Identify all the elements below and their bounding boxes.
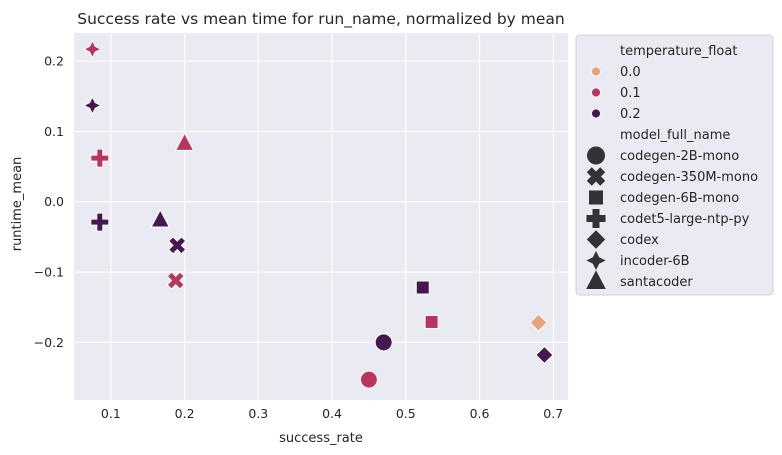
x-tick-label: 0.7 <box>543 406 563 421</box>
legend-hue-label: 0.0 <box>620 65 641 80</box>
x-axis-label: success_rate <box>279 431 363 446</box>
legend-style-label: codegen-2B-mono <box>620 149 739 164</box>
legend-style-label: incoder-6B <box>620 254 690 269</box>
plot-area <box>74 33 568 400</box>
x-tick-label: 0.3 <box>248 406 268 421</box>
y-tick-labels: 0.2 0.1 0.0 −0.1 −0.2 <box>34 54 64 350</box>
legend-style-marker <box>586 270 606 289</box>
chart-title: Success rate vs mean time for run_name, … <box>77 10 565 29</box>
data-point <box>374 333 393 352</box>
x-tick-label: 0.4 <box>322 406 342 421</box>
data-point <box>166 271 185 290</box>
legend-style-label: codegen-6B-mono <box>620 191 739 206</box>
legend-style-marker <box>589 190 603 205</box>
data-point <box>82 39 103 59</box>
legend-style-marker <box>587 146 605 165</box>
y-tick-label: 0.0 <box>44 194 64 209</box>
data-point <box>424 314 439 329</box>
legend-style-marker <box>586 250 606 271</box>
data-point <box>174 132 195 151</box>
legend-style-title: model_full_name <box>620 128 730 143</box>
data-point <box>529 313 548 332</box>
data-point <box>150 208 171 228</box>
legend-hue-marker <box>591 66 601 77</box>
x-tick-label: 0.6 <box>470 406 490 421</box>
legend-hue-marker <box>591 108 601 119</box>
legend-hue-marker <box>591 87 601 98</box>
data-point <box>90 148 110 168</box>
data-point <box>90 212 110 232</box>
data-point <box>82 95 103 116</box>
legend-style-label: codex <box>620 233 659 248</box>
data-point <box>415 280 430 295</box>
x-tick-label: 0.1 <box>101 406 121 421</box>
data-points <box>82 39 554 389</box>
legend-style-label: santacoder <box>620 275 693 290</box>
legend-style-label: codet5-large-ntp-py <box>620 212 750 227</box>
legend-style-label: codegen-350M-mono <box>620 170 758 185</box>
legend-hue-title: temperature_float <box>620 44 737 59</box>
y-tick-label: −0.2 <box>34 335 64 350</box>
y-tick-label: 0.2 <box>44 54 64 69</box>
legend-box <box>575 34 774 296</box>
legend: temperature_float 0.0 0.1 0.2 model_full_nam… <box>575 34 774 296</box>
y-axis-label: runtime_mean <box>10 157 25 252</box>
legend-style-marker <box>586 230 606 249</box>
data-point <box>359 370 378 389</box>
legend-hue-label: 0.1 <box>620 86 641 101</box>
x-tick-label: 0.2 <box>175 406 195 421</box>
legend-style-marker <box>586 167 606 186</box>
x-tick-labels: 0.1 0.2 0.3 0.4 0.5 0.6 0.7 <box>101 406 563 421</box>
legend-hue-label: 0.2 <box>620 107 641 122</box>
legend-style-marker <box>586 209 606 228</box>
data-point <box>535 345 554 365</box>
y-tick-label: −0.1 <box>34 265 64 280</box>
data-point <box>168 236 187 255</box>
x-tick-label: 0.5 <box>396 406 416 421</box>
grid-lines <box>74 33 568 400</box>
y-tick-label: 0.1 <box>44 124 64 139</box>
